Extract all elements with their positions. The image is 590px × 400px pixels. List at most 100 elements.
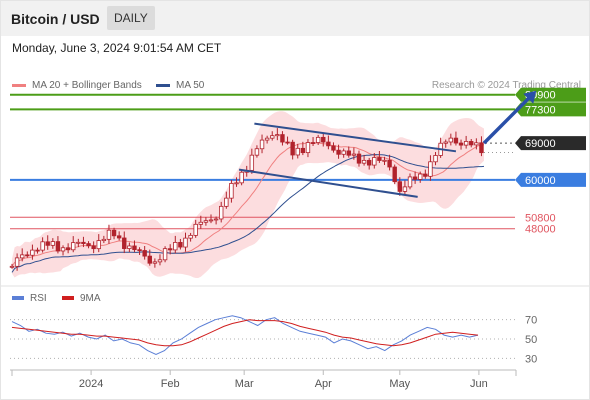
candle-body bbox=[122, 237, 127, 249]
candle bbox=[50, 238, 56, 249]
candle bbox=[428, 155, 433, 181]
candle-body bbox=[433, 155, 438, 163]
candle bbox=[137, 247, 142, 255]
candle bbox=[443, 139, 448, 148]
candle bbox=[474, 138, 479, 150]
candle-body bbox=[71, 242, 76, 251]
candle-body bbox=[35, 249, 40, 252]
candle-body bbox=[469, 141, 474, 146]
candle-body bbox=[137, 249, 142, 252]
candle bbox=[402, 180, 408, 195]
candle bbox=[336, 144, 341, 159]
candle bbox=[341, 148, 346, 158]
candle-body bbox=[341, 150, 346, 155]
candle bbox=[60, 245, 66, 256]
candle bbox=[193, 219, 198, 238]
legend-rsi-ma: 9MA bbox=[62, 293, 101, 304]
candle-body bbox=[366, 159, 372, 166]
timeframe-badge[interactable]: DAILY bbox=[107, 6, 155, 30]
candle-body bbox=[55, 241, 61, 252]
candle bbox=[219, 201, 224, 223]
candle bbox=[407, 173, 413, 190]
candle bbox=[351, 147, 357, 160]
candle bbox=[254, 145, 260, 158]
candle bbox=[458, 139, 464, 150]
candle bbox=[412, 171, 418, 184]
candle bbox=[453, 131, 459, 146]
candle-body bbox=[45, 241, 50, 246]
candle bbox=[35, 247, 40, 254]
candle bbox=[81, 236, 86, 248]
candle-body bbox=[453, 137, 459, 144]
candle-body bbox=[346, 150, 351, 156]
candle-body bbox=[428, 161, 433, 177]
candle-body bbox=[157, 259, 163, 263]
candle-body bbox=[132, 245, 137, 251]
candle-body bbox=[315, 136, 321, 143]
bollinger-band bbox=[12, 111, 484, 278]
candle bbox=[106, 224, 112, 244]
level-label-60000: 60000 bbox=[515, 172, 586, 187]
candle bbox=[463, 135, 469, 149]
candle-body bbox=[193, 223, 198, 236]
candle bbox=[305, 139, 311, 158]
candle-body bbox=[285, 141, 290, 144]
candle-body bbox=[249, 154, 255, 171]
candle-body bbox=[331, 145, 336, 151]
legend-rsi: RSI bbox=[12, 293, 47, 304]
candle-body bbox=[361, 159, 367, 164]
candle-body bbox=[162, 248, 168, 261]
rsi-tick-70: 70 bbox=[525, 315, 537, 327]
candle-body bbox=[275, 134, 280, 137]
header-bar: Bitcoin / USD DAILY bbox=[0, 0, 590, 36]
legend-rsi-label: RSI bbox=[30, 293, 47, 304]
candle-body bbox=[25, 254, 30, 257]
candle-body bbox=[336, 149, 341, 155]
candle bbox=[116, 231, 122, 241]
candle-body bbox=[382, 159, 387, 162]
level-tag-60000 bbox=[515, 172, 586, 187]
candle-body bbox=[412, 176, 418, 180]
candle bbox=[285, 136, 290, 145]
candle-body bbox=[142, 250, 147, 257]
candle-body bbox=[198, 221, 203, 225]
candle bbox=[30, 244, 35, 260]
candle bbox=[423, 169, 428, 179]
channel-line-0 bbox=[254, 122, 457, 153]
level-tag-77300 bbox=[515, 102, 586, 117]
candle-body bbox=[173, 242, 178, 251]
candle bbox=[157, 254, 163, 266]
candle bbox=[65, 243, 71, 254]
candle-body bbox=[239, 171, 244, 184]
target-arrow-head bbox=[523, 90, 537, 104]
candle-body bbox=[310, 142, 316, 144]
level-label-77300: 77300 bbox=[515, 102, 586, 117]
x-tick-label: 2024 bbox=[79, 378, 103, 390]
candle bbox=[224, 191, 229, 209]
ma20-swatch bbox=[12, 83, 26, 87]
candle-body bbox=[14, 257, 20, 267]
candle bbox=[162, 246, 168, 263]
candle-body bbox=[50, 241, 56, 246]
candle bbox=[326, 135, 331, 150]
candle-body bbox=[147, 255, 152, 264]
level-text-60000: 60000 bbox=[525, 175, 556, 187]
candle bbox=[239, 169, 244, 186]
candle-body bbox=[229, 183, 234, 199]
candle-body bbox=[224, 197, 229, 207]
candle bbox=[346, 146, 351, 158]
candle bbox=[45, 235, 50, 250]
chart-credit: Research © 2024 Trading Central bbox=[431, 80, 581, 91]
candle-body bbox=[392, 166, 397, 183]
level-label-50800: 50800 bbox=[525, 212, 556, 224]
candle bbox=[96, 234, 101, 253]
candle bbox=[76, 238, 81, 248]
rsi-tick-30: 30 bbox=[525, 353, 537, 365]
candle-body bbox=[219, 205, 224, 220]
candle-body bbox=[111, 229, 117, 237]
candle bbox=[372, 153, 377, 169]
candle bbox=[290, 139, 295, 160]
candle bbox=[203, 217, 209, 226]
candle-body bbox=[407, 176, 413, 188]
